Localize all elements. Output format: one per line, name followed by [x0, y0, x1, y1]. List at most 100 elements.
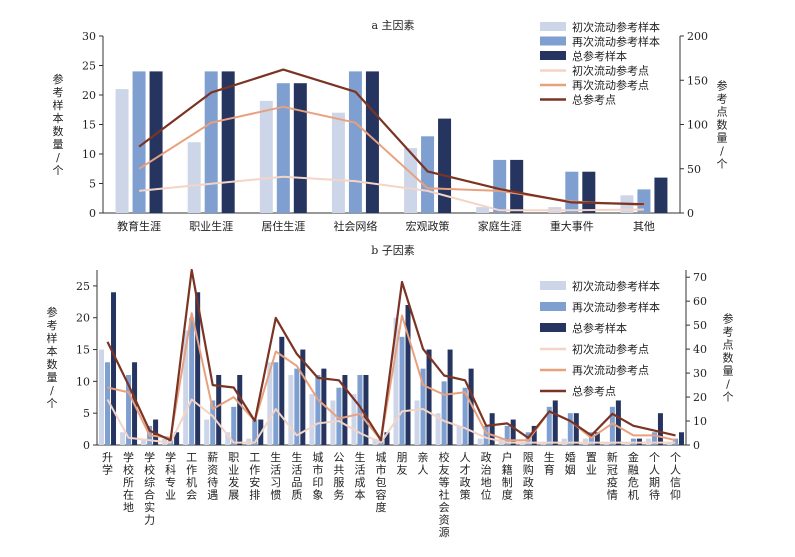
panel-a-x-tick-label: 其他	[633, 220, 655, 233]
panel-a-left-tick-label: 25	[82, 60, 96, 73]
panel-b-bar	[420, 368, 426, 445]
panel-b-bar	[552, 400, 558, 445]
panel-b-bar	[231, 406, 237, 445]
panel-a-left-tick-label: 30	[82, 30, 96, 43]
panel-b-bar	[183, 330, 189, 445]
panel-b-bar	[384, 432, 390, 445]
panel-b-title: b 子因素	[371, 244, 415, 257]
panel-a-bar	[187, 142, 201, 213]
panel-a-bar	[115, 89, 129, 213]
panel-b-bar	[567, 413, 573, 445]
panel-b-left-tick-label: 5	[83, 407, 90, 420]
panel-b-x-tick-label: 学校所在地	[123, 450, 134, 514]
panel-b-bar	[462, 387, 468, 445]
panel-b-series-line	[106, 398, 676, 444]
panel-b-x-tick-label: 生活习惯	[270, 450, 281, 502]
panel-b-right-tick-label: 0	[693, 439, 700, 452]
panel-a-right-tick-label: 200	[687, 30, 708, 43]
panel-b-bar	[330, 400, 336, 445]
panel-b-left-tick-label: 0	[83, 439, 90, 452]
panel-b-series-line	[106, 268, 676, 442]
panel-b-x-tick-label: 婚姻	[565, 450, 576, 477]
panel-b-bar	[504, 425, 510, 445]
panel-b-x-tick-label: 升学	[102, 451, 113, 477]
panel-a-bar	[259, 100, 273, 213]
panel-a-legend-label: 再次流动参考样本	[572, 35, 660, 49]
panel-a-x-tick-label: 宏观政策	[406, 219, 450, 233]
panel-a-left-tick-label: 10	[82, 148, 96, 161]
panel-a-y-axis-title: 参考样本数量/个	[53, 72, 64, 177]
panel-b-bar	[342, 375, 348, 445]
panel-b-left-tick-label: 10	[76, 375, 90, 388]
panel-a-bar	[582, 171, 596, 213]
panel-a-bar	[132, 71, 146, 214]
panel-a-legend-swatch	[540, 22, 566, 31]
panel-a-legend-label: 初次流动参考样本	[572, 20, 660, 34]
panel-b-bar	[336, 387, 342, 445]
panel-b-right-tick-label: 50	[693, 319, 707, 332]
panel-b-x-tick-label: 工作机会	[186, 451, 197, 502]
panel-b-x-tick-label: 置业	[586, 451, 597, 477]
panel-b-bar	[546, 406, 552, 445]
panel-b-y2-axis-title: 参考点数量/个	[723, 312, 734, 404]
panel-b-bar	[357, 375, 363, 445]
panel-b-bar	[225, 432, 231, 445]
panel-b-bar	[105, 362, 111, 445]
panel-a-bar	[654, 177, 668, 213]
panel-a-series-line	[139, 175, 644, 212]
panel-b-right-tick-label: 40	[693, 343, 707, 356]
panel-b-bar	[594, 432, 600, 445]
panel-b-bar	[321, 368, 327, 445]
panel-b-legend-label: 总参考点	[572, 384, 616, 398]
panel-a-bar	[476, 207, 490, 213]
panel-b-bar	[393, 317, 399, 445]
panel-b-x-tick-label: 限购政策	[523, 451, 534, 502]
panel-a-right-tick-label: 100	[687, 119, 708, 132]
panel-b-bar	[531, 425, 537, 445]
panel-b-bar	[678, 432, 684, 445]
panel-a-bar	[438, 118, 452, 213]
panel-a-x-tick-label: 家庭生涯	[478, 219, 522, 233]
panel-b-right-tick-label: 60	[693, 295, 707, 308]
panel-b-bar	[309, 394, 315, 445]
panel-a-series-line	[138, 68, 644, 206]
panel-a-bar	[404, 148, 418, 213]
panel-a-legend-label: 再次流动参考点	[572, 78, 649, 92]
panel-b-bar	[615, 400, 621, 445]
panel-a-left-tick-label: 20	[82, 89, 96, 102]
panel-b-bar	[399, 336, 405, 445]
panel-b-x-tick-label: 工作安排	[249, 451, 260, 502]
panel-b-bar	[237, 375, 243, 445]
panel-a-left-tick-label: 15	[82, 119, 96, 132]
panel-b-bar	[300, 349, 306, 445]
panel-b-legend-label: 再次流动参考样本	[572, 300, 660, 314]
panel-b-x-tick-label: 个人期待	[649, 451, 660, 502]
panel-a-bar	[293, 83, 307, 213]
panel-b-x-tick-label: 人才政策	[460, 451, 471, 502]
panel-a-right-tick-label: 0	[687, 207, 694, 220]
panel-a-bar	[421, 136, 435, 213]
panel-b-right-tick-label: 70	[693, 271, 707, 284]
panel-b-right-tick-label: 10	[693, 415, 707, 428]
panel-a-bar	[493, 159, 507, 213]
panel-b-bar	[372, 438, 378, 445]
panel-b-legend-label: 初次流动参考点	[572, 342, 649, 356]
panel-b-x-tick-label: 薪资待遇	[207, 451, 218, 502]
panel-a-bar	[637, 189, 651, 213]
panel-b-bar	[267, 362, 273, 445]
panel-b-bar	[273, 362, 279, 445]
panel-a-left-tick-label: 5	[89, 178, 96, 191]
panel-b-bar	[609, 406, 615, 445]
panel-a-bar	[276, 83, 290, 213]
panel-b-x-tick-label: 职业发展	[228, 451, 239, 502]
panel-b-sub-factors: b 子因素 0 5 10 15 20 25 0 10 20 30 40 50 60 70 参考样本数量/个 参考…	[47, 244, 734, 539]
panel-b-bar	[489, 413, 495, 445]
panel-b-legend-swatch	[540, 281, 566, 290]
panel-b-bar	[657, 413, 663, 445]
panel-a-bar	[149, 71, 163, 214]
panel-b-x-tick-label: 新冠疫情	[607, 450, 618, 502]
panel-b-bar	[573, 413, 579, 445]
panel-a-bar	[348, 71, 362, 214]
panel-b-x-tick-label: 金融危机	[628, 450, 639, 502]
